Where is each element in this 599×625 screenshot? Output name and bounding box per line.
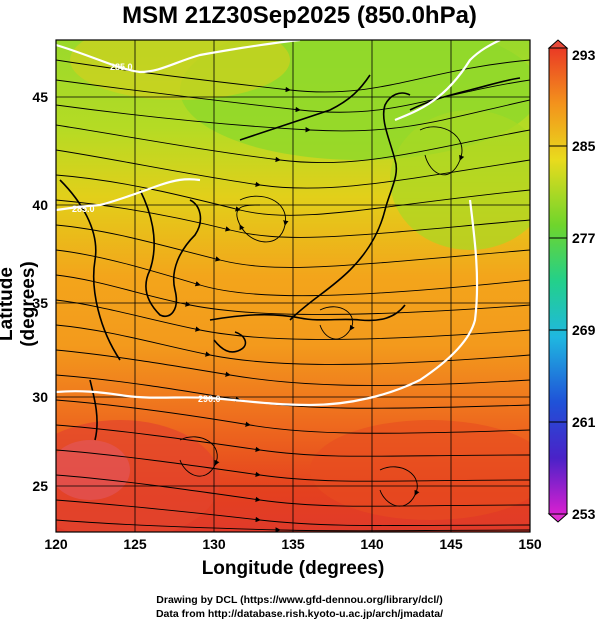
x-tick-label: 120: [44, 536, 68, 552]
x-tick-label: 130: [202, 536, 226, 552]
colorbar-tick-label: 293: [572, 47, 596, 63]
x-tick-label: 125: [123, 536, 147, 552]
x-axis: 120 125 130 135 140 145 150: [44, 536, 542, 552]
x-tick-label: 145: [439, 536, 463, 552]
colorbar-tick-label: 261: [572, 414, 596, 430]
map-title: MSM 21Z30Sep2025 (850.0hPa): [122, 2, 477, 29]
map-figure: 285.0 285.0 290.0 120 125 130 135 140 14…: [32, 39, 596, 552]
contour-label: 285.0: [72, 204, 95, 214]
colorbar-max-arrow: [547, 39, 569, 49]
colorbar-tick-label: 269: [572, 322, 596, 338]
y-tick-label: 25: [32, 478, 48, 494]
x-tick-label: 140: [360, 536, 384, 552]
plot-area: 285.0 285.0 290.0: [56, 40, 530, 532]
plot-frame: [55, 39, 531, 533]
colorbar: 293 285 277 269 261 253: [547, 39, 596, 523]
x-tick-label: 150: [518, 536, 542, 552]
y-tick-label: 30: [32, 389, 48, 405]
x-tick-label: 135: [281, 536, 305, 552]
colorbar-tick-label: 253: [572, 506, 596, 522]
y-axis: 25 30 35 40 45: [32, 89, 48, 494]
y-tick-label: 45: [32, 89, 48, 105]
y-tick-label: 40: [32, 197, 48, 213]
contour-label: 290.0: [198, 394, 221, 404]
contour-label: 285.0: [110, 62, 133, 72]
y-tick-label: 35: [32, 295, 48, 311]
colorbar-min-arrow: [547, 513, 569, 523]
credit-drawing: Drawing by DCL (https://www.gfd-dennou.o…: [156, 594, 443, 606]
colorbar-tick-label: 277: [572, 230, 596, 246]
x-axis-label: Longitude (degrees): [201, 558, 385, 579]
credit-data: Data from http://database.rish.kyoto-u.a…: [155, 608, 444, 620]
colorbar-tick-label: 285: [572, 138, 596, 154]
